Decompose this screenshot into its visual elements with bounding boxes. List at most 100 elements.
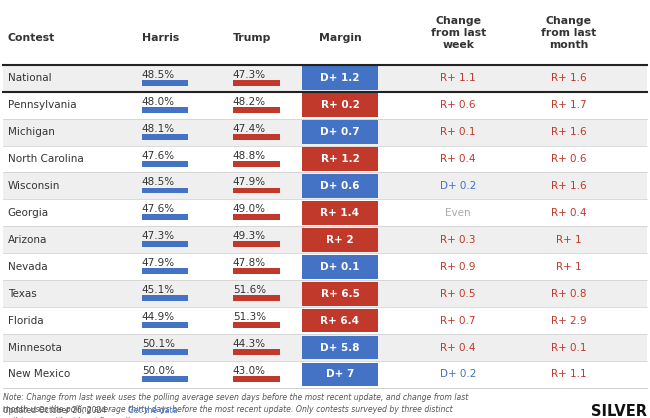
- Bar: [142, 80, 188, 86]
- Text: R+ 0.6: R+ 0.6: [441, 100, 476, 110]
- Text: R+ 1.1: R+ 1.1: [551, 370, 586, 380]
- Text: 50.1%: 50.1%: [142, 339, 175, 349]
- Text: R+ 1: R+ 1: [556, 262, 582, 272]
- Text: R+ 6.4: R+ 6.4: [320, 316, 359, 326]
- Text: Change
from last
month: Change from last month: [541, 16, 597, 51]
- Bar: [3, 65, 647, 92]
- Bar: [302, 336, 378, 359]
- Bar: [302, 255, 378, 278]
- Text: 49.0%: 49.0%: [233, 204, 266, 214]
- Text: R+ 1.7: R+ 1.7: [551, 100, 586, 110]
- Bar: [302, 201, 378, 225]
- Bar: [3, 227, 647, 253]
- Text: R+ 0.9: R+ 0.9: [441, 262, 476, 272]
- Bar: [3, 119, 647, 145]
- Text: North Carolina: North Carolina: [8, 154, 84, 164]
- Bar: [142, 322, 188, 328]
- Bar: [3, 199, 647, 227]
- Bar: [302, 362, 378, 386]
- Text: Trump: Trump: [233, 33, 271, 43]
- Bar: [3, 280, 647, 307]
- Text: Updated October 26, 2024 ·: Updated October 26, 2024 ·: [3, 406, 114, 415]
- Text: R+ 2: R+ 2: [326, 235, 354, 245]
- Text: R+ 1.4: R+ 1.4: [320, 208, 359, 218]
- Text: R+ 0.6: R+ 0.6: [551, 154, 586, 164]
- Text: Note: Change from last week uses the polling average seven days before the most : Note: Change from last week uses the pol…: [3, 393, 469, 418]
- Text: 47.9%: 47.9%: [233, 178, 266, 187]
- Text: D+ 0.1: D+ 0.1: [320, 262, 359, 272]
- Text: R+ 1.6: R+ 1.6: [551, 181, 586, 191]
- Bar: [302, 228, 378, 252]
- Bar: [302, 309, 378, 332]
- Text: R+ 0.8: R+ 0.8: [551, 289, 586, 299]
- Text: Harris: Harris: [142, 33, 179, 43]
- Text: 48.5%: 48.5%: [142, 178, 175, 187]
- Text: 48.5%: 48.5%: [142, 70, 175, 80]
- Bar: [233, 134, 280, 140]
- Bar: [142, 295, 188, 301]
- Bar: [233, 242, 280, 247]
- Text: D+ 1.2: D+ 1.2: [320, 73, 359, 83]
- Text: 51.3%: 51.3%: [233, 312, 266, 322]
- Bar: [233, 107, 280, 113]
- Text: Even: Even: [445, 208, 471, 218]
- Bar: [142, 107, 188, 113]
- Text: D+ 0.2: D+ 0.2: [440, 370, 476, 380]
- Bar: [3, 10, 647, 65]
- Text: R+ 0.5: R+ 0.5: [441, 289, 476, 299]
- Text: 50.0%: 50.0%: [142, 366, 175, 376]
- Text: 47.6%: 47.6%: [142, 150, 175, 161]
- Text: 47.3%: 47.3%: [233, 70, 266, 80]
- Bar: [3, 145, 647, 173]
- Text: 51.6%: 51.6%: [233, 285, 266, 295]
- Text: R+ 0.3: R+ 0.3: [441, 235, 476, 245]
- Text: 44.9%: 44.9%: [142, 312, 175, 322]
- Bar: [233, 295, 280, 301]
- Bar: [142, 214, 188, 220]
- Text: R+ 0.7: R+ 0.7: [441, 316, 476, 326]
- Text: R+ 0.4: R+ 0.4: [441, 154, 476, 164]
- Text: 49.3%: 49.3%: [233, 231, 266, 241]
- Text: Change
from last
week: Change from last week: [430, 16, 486, 51]
- Text: Margin: Margin: [318, 33, 361, 43]
- Bar: [233, 376, 280, 382]
- Text: Florida: Florida: [8, 316, 44, 326]
- Text: Get the data: Get the data: [128, 406, 177, 415]
- Bar: [302, 174, 378, 198]
- Text: 47.4%: 47.4%: [233, 124, 266, 134]
- Bar: [233, 188, 280, 194]
- Text: R+ 0.1: R+ 0.1: [441, 127, 476, 137]
- Bar: [142, 242, 188, 247]
- Text: 44.3%: 44.3%: [233, 339, 266, 349]
- Bar: [3, 253, 647, 280]
- Bar: [302, 93, 378, 117]
- Text: Nevada: Nevada: [8, 262, 47, 272]
- Text: SILVER
BULLETIN: SILVER BULLETIN: [567, 404, 647, 418]
- Text: R+ 1.2: R+ 1.2: [320, 154, 359, 164]
- Bar: [233, 322, 280, 328]
- Bar: [302, 120, 378, 144]
- Text: R+ 0.2: R+ 0.2: [320, 100, 359, 110]
- Bar: [302, 147, 378, 171]
- Bar: [302, 282, 378, 306]
- Text: New Mexico: New Mexico: [8, 370, 70, 380]
- Text: 43.0%: 43.0%: [233, 366, 266, 376]
- Text: 47.8%: 47.8%: [233, 258, 266, 268]
- Text: 48.0%: 48.0%: [142, 97, 175, 107]
- Text: R+ 0.1: R+ 0.1: [551, 342, 586, 352]
- Bar: [233, 349, 280, 355]
- Text: 48.8%: 48.8%: [233, 150, 266, 161]
- Text: Georgia: Georgia: [8, 208, 49, 218]
- Text: D+ 5.8: D+ 5.8: [320, 342, 359, 352]
- Text: R+ 1.6: R+ 1.6: [551, 73, 586, 83]
- Text: R+ 0.4: R+ 0.4: [441, 342, 476, 352]
- Text: National: National: [8, 73, 51, 83]
- Text: D+ 7: D+ 7: [326, 370, 354, 380]
- Bar: [302, 66, 378, 90]
- Text: 45.1%: 45.1%: [142, 285, 175, 295]
- Bar: [3, 334, 647, 361]
- Text: Michigan: Michigan: [8, 127, 55, 137]
- Bar: [233, 214, 280, 220]
- Bar: [142, 134, 188, 140]
- Text: D+ 0.6: D+ 0.6: [320, 181, 359, 191]
